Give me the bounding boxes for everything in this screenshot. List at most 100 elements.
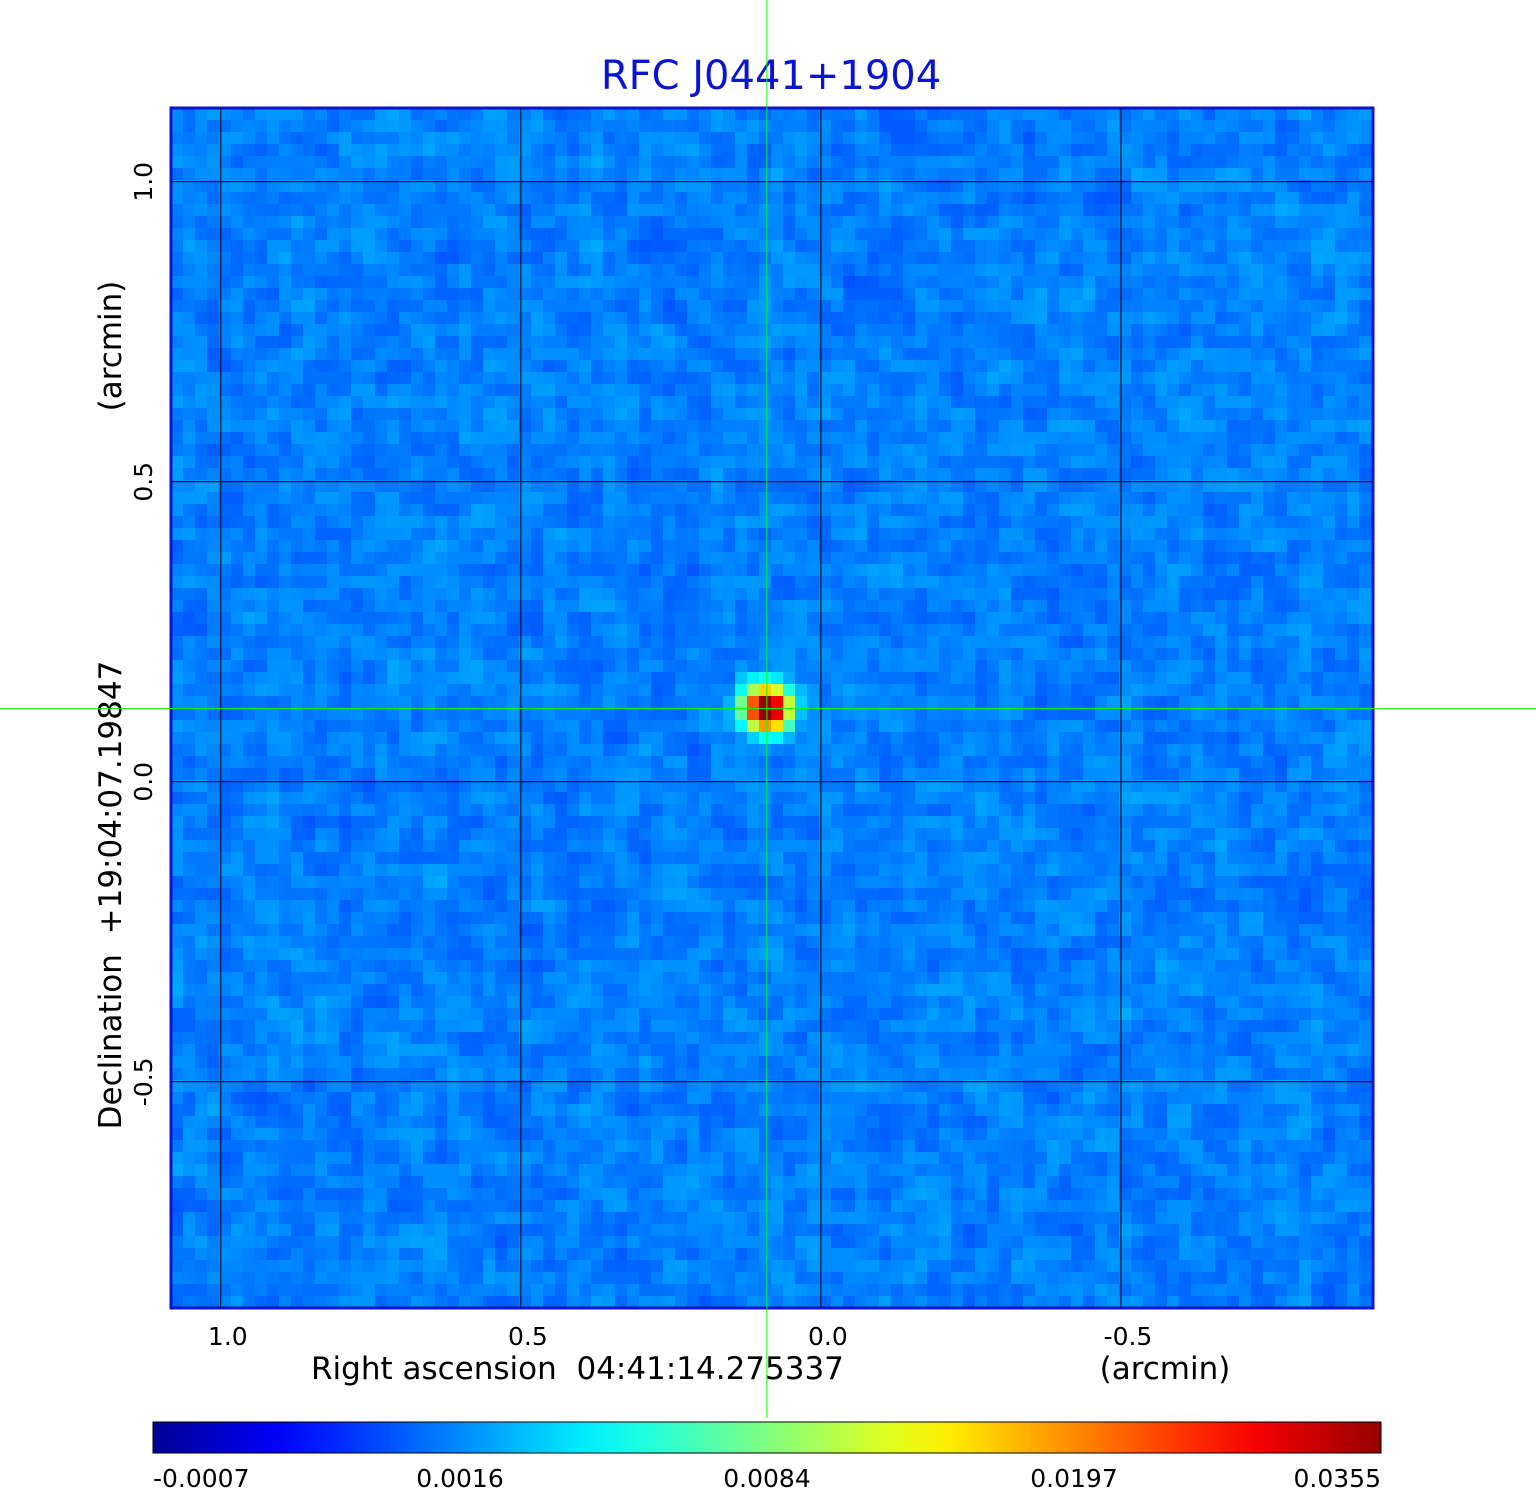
- image-pixel: [975, 636, 987, 648]
- image-pixel: [423, 144, 435, 156]
- image-pixel: [1227, 588, 1239, 600]
- image-pixel: [975, 204, 987, 216]
- image-pixel: [723, 228, 735, 240]
- image-pixel: [723, 612, 735, 624]
- image-pixel: [999, 204, 1011, 216]
- image-pixel: [615, 564, 627, 576]
- image-pixel: [927, 228, 939, 240]
- image-pixel: [795, 372, 807, 384]
- image-pixel: [699, 516, 711, 528]
- image-pixel: [1203, 576, 1215, 588]
- image-pixel: [447, 396, 459, 408]
- image-pixel: [939, 384, 951, 396]
- image-pixel: [291, 288, 303, 300]
- image-pixel: [447, 420, 459, 432]
- image-pixel: [747, 624, 759, 636]
- image-pixel: [375, 312, 387, 324]
- image-pixel: [735, 120, 747, 132]
- image-pixel: [1047, 288, 1059, 300]
- image-pixel: [531, 192, 543, 204]
- image-pixel: [327, 636, 339, 648]
- image-pixel: [519, 624, 531, 636]
- image-pixel: [1263, 396, 1275, 408]
- image-pixel: [639, 528, 651, 540]
- image-pixel: [999, 312, 1011, 324]
- image-pixel: [951, 672, 963, 684]
- image-pixel: [483, 108, 495, 120]
- image-pixel: [759, 564, 771, 576]
- image-pixel: [1095, 108, 1107, 120]
- image-pixel: [243, 684, 255, 696]
- image-pixel: [1143, 564, 1155, 576]
- image-pixel: [795, 192, 807, 204]
- image-pixel: [399, 108, 411, 120]
- image-pixel: [807, 516, 819, 528]
- image-pixel: [483, 216, 495, 228]
- image-pixel: [723, 156, 735, 168]
- image-pixel: [867, 156, 879, 168]
- image-pixel: [207, 576, 219, 588]
- image-pixel: [963, 372, 975, 384]
- image-pixel: [1047, 240, 1059, 252]
- image-pixel: [255, 252, 267, 264]
- image-pixel: [999, 540, 1011, 552]
- image-pixel: [171, 168, 183, 180]
- image-pixel: [1335, 528, 1347, 540]
- image-pixel: [1347, 408, 1359, 420]
- image-pixel: [663, 180, 675, 192]
- image-pixel: [783, 204, 795, 216]
- image-pixel: [363, 684, 375, 696]
- image-pixel: [1107, 252, 1119, 264]
- image-pixel: [1347, 180, 1359, 192]
- image-pixel: [651, 132, 663, 144]
- image-pixel: [771, 672, 783, 684]
- image-pixel: [375, 612, 387, 624]
- image-pixel: [231, 660, 243, 672]
- image-pixel: [855, 636, 867, 648]
- image-pixel: [1023, 492, 1035, 504]
- image-pixel: [651, 672, 663, 684]
- image-pixel: [1047, 336, 1059, 348]
- image-pixel: [279, 192, 291, 204]
- image-pixel: [339, 204, 351, 216]
- image-pixel: [495, 264, 507, 276]
- image-pixel: [951, 204, 963, 216]
- image-pixel: [483, 420, 495, 432]
- image-pixel: [543, 180, 555, 192]
- image-pixel: [315, 552, 327, 564]
- image-pixel: [831, 384, 843, 396]
- image-pixel: [507, 108, 519, 120]
- image-pixel: [711, 192, 723, 204]
- image-pixel: [1179, 660, 1191, 672]
- image-pixel: [819, 204, 831, 216]
- image-pixel: [891, 420, 903, 432]
- image-pixel: [387, 660, 399, 672]
- image-pixel: [1359, 612, 1371, 624]
- image-pixel: [435, 564, 447, 576]
- image-pixel: [435, 168, 447, 180]
- image-pixel: [1167, 168, 1179, 180]
- image-pixel: [1071, 168, 1083, 180]
- image-pixel: [567, 660, 579, 672]
- image-pixel: [855, 252, 867, 264]
- image-pixel: [291, 144, 303, 156]
- image-pixel: [195, 372, 207, 384]
- image-pixel: [999, 600, 1011, 612]
- image-pixel: [1347, 276, 1359, 288]
- image-pixel: [1119, 480, 1131, 492]
- image-pixel: [1167, 216, 1179, 228]
- image-pixel: [1047, 516, 1059, 528]
- image-pixel: [1011, 648, 1023, 660]
- image-pixel: [507, 528, 519, 540]
- image-pixel: [471, 456, 483, 468]
- image-pixel: [783, 528, 795, 540]
- image-pixel: [363, 324, 375, 336]
- image-pixel: [999, 288, 1011, 300]
- image-pixel: [639, 492, 651, 504]
- image-pixel: [1191, 288, 1203, 300]
- image-pixel: [975, 288, 987, 300]
- image-pixel: [195, 660, 207, 672]
- image-pixel: [807, 336, 819, 348]
- image-pixel: [783, 312, 795, 324]
- image-pixel: [951, 276, 963, 288]
